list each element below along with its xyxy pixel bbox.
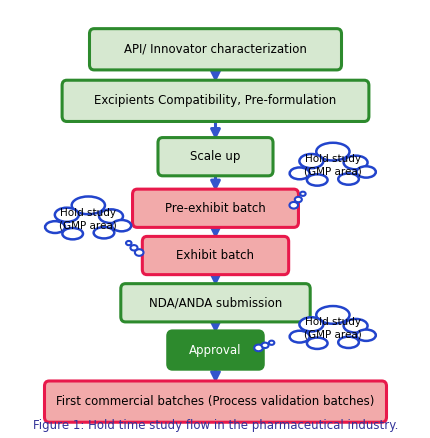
Ellipse shape	[261, 343, 268, 348]
Text: API/ Innovator characterization: API/ Innovator characterization	[124, 43, 306, 56]
Ellipse shape	[299, 192, 305, 196]
FancyBboxPatch shape	[132, 189, 298, 227]
Ellipse shape	[306, 338, 327, 349]
FancyBboxPatch shape	[142, 237, 288, 275]
Ellipse shape	[316, 306, 349, 324]
Ellipse shape	[289, 167, 309, 179]
FancyBboxPatch shape	[89, 28, 341, 70]
Text: Approval: Approval	[189, 343, 241, 357]
Ellipse shape	[299, 317, 322, 332]
Ellipse shape	[316, 143, 349, 160]
Ellipse shape	[294, 197, 301, 202]
Ellipse shape	[338, 337, 358, 348]
FancyBboxPatch shape	[167, 331, 263, 369]
Text: NDA/ANDA submission: NDA/ANDA submission	[148, 296, 282, 309]
Ellipse shape	[55, 208, 79, 222]
Ellipse shape	[356, 166, 375, 178]
Text: Hold study
(GMP area): Hold study (GMP area)	[303, 154, 361, 177]
Ellipse shape	[99, 209, 123, 223]
Ellipse shape	[289, 202, 298, 208]
Ellipse shape	[45, 221, 65, 233]
Ellipse shape	[254, 345, 262, 351]
FancyBboxPatch shape	[62, 80, 368, 121]
Ellipse shape	[71, 197, 105, 214]
Ellipse shape	[62, 228, 83, 239]
Ellipse shape	[289, 331, 309, 343]
Ellipse shape	[112, 220, 131, 231]
Ellipse shape	[135, 249, 143, 256]
Text: Hold study
(GMP area): Hold study (GMP area)	[303, 318, 361, 340]
Text: First commercial batches (Process validation batches): First commercial batches (Process valida…	[56, 395, 374, 408]
Ellipse shape	[306, 174, 327, 186]
Text: Scale up: Scale up	[190, 150, 240, 163]
FancyBboxPatch shape	[44, 381, 386, 422]
FancyBboxPatch shape	[120, 284, 310, 322]
Ellipse shape	[130, 245, 137, 251]
Ellipse shape	[268, 341, 273, 345]
Text: Hold study
(GMP area): Hold study (GMP area)	[59, 208, 117, 230]
Ellipse shape	[126, 241, 131, 245]
Ellipse shape	[299, 154, 322, 168]
FancyBboxPatch shape	[158, 138, 272, 176]
Ellipse shape	[338, 173, 358, 185]
Ellipse shape	[343, 155, 367, 170]
Text: Pre-exhibit batch: Pre-exhibit batch	[165, 202, 265, 215]
Text: Exhibit batch: Exhibit batch	[176, 249, 254, 262]
Text: Excipients Compatibility, Pre-formulation: Excipients Compatibility, Pre-formulatio…	[94, 94, 336, 107]
Ellipse shape	[93, 227, 114, 238]
Ellipse shape	[343, 319, 367, 332]
Text: Figure 1: Hold time study flow in the pharmaceutical industry.: Figure 1: Hold time study flow in the ph…	[33, 419, 397, 432]
Ellipse shape	[356, 329, 375, 341]
